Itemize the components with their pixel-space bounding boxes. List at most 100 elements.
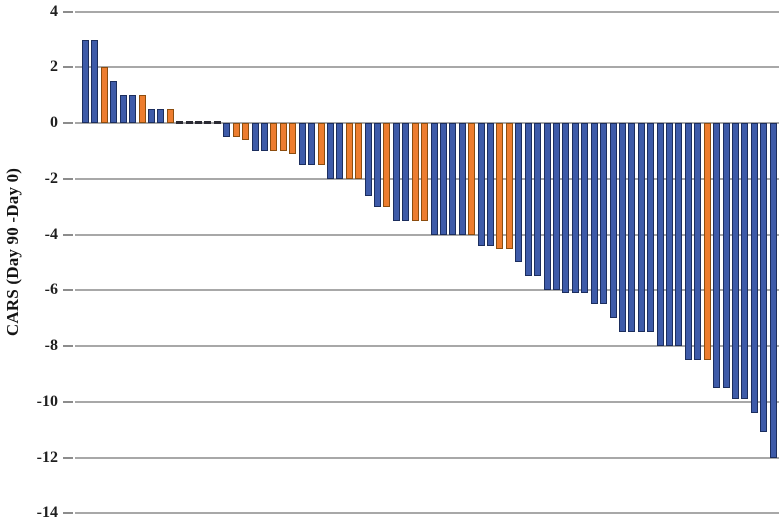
gridline: [75, 400, 779, 403]
y-axis-tick-label: 4: [50, 2, 58, 20]
bar: [82, 39, 89, 124]
bar: [449, 123, 457, 235]
bar: [430, 123, 438, 235]
bar: [129, 95, 137, 124]
gridline: [75, 345, 779, 348]
y-axis-tick-label: -14: [36, 504, 58, 522]
gridline: [75, 66, 779, 69]
gridline: [75, 289, 779, 292]
bar: [684, 123, 692, 361]
bar: [477, 123, 485, 246]
bar: [279, 123, 287, 152]
bar: [260, 123, 268, 152]
bar: [524, 123, 532, 277]
bar: [364, 123, 372, 196]
bar: [647, 123, 655, 333]
bar: [458, 123, 466, 235]
bar: [769, 123, 777, 458]
bar: [251, 123, 259, 152]
bar: [374, 123, 382, 207]
bar: [760, 123, 768, 433]
bar: [666, 123, 674, 347]
bar: [515, 123, 523, 263]
bar: [157, 109, 165, 124]
gridline: [75, 10, 779, 13]
bar: [317, 123, 325, 165]
bar: [421, 123, 429, 221]
bar: [176, 121, 184, 125]
y-axis-tick: [63, 456, 73, 459]
bar: [731, 123, 739, 400]
y-axis-tick: [63, 289, 73, 292]
gridline: [75, 456, 779, 459]
bar: [750, 123, 758, 413]
y-axis-tick-label: -6: [44, 281, 58, 299]
bar: [392, 123, 400, 221]
y-axis-tick-label: -10: [36, 392, 58, 410]
y-axis-title: CARS (Day 90 -Day 0): [3, 167, 22, 337]
bar: [91, 39, 99, 124]
bar: [204, 121, 212, 125]
y-axis-tick: [63, 10, 73, 13]
bar: [336, 123, 344, 179]
bar: [496, 123, 504, 249]
bar: [298, 123, 306, 165]
bar: [308, 123, 316, 165]
bar: [383, 123, 391, 207]
bar: [223, 123, 231, 138]
y-axis-tick: [63, 512, 73, 515]
bar: [590, 123, 598, 305]
bar: [722, 123, 730, 388]
bar: [487, 123, 495, 246]
bar: [439, 123, 447, 235]
bar: [600, 123, 608, 305]
bar: [562, 123, 570, 294]
bar: [213, 121, 221, 125]
bar: [345, 123, 353, 179]
bar: [147, 109, 155, 124]
y-axis-tick-label: 0: [50, 114, 58, 132]
bar: [185, 121, 193, 125]
gridline: [75, 233, 779, 236]
y-axis-tick-label: -4: [44, 225, 58, 243]
y-axis-tick-label: -2: [44, 169, 58, 187]
bar: [571, 123, 579, 294]
bar: [534, 123, 542, 277]
bar: [553, 123, 560, 291]
bar: [138, 95, 146, 124]
y-axis-tick: [63, 122, 73, 125]
bar: [703, 123, 711, 361]
bar: [411, 123, 419, 221]
bar: [195, 121, 203, 125]
bar: [402, 123, 410, 221]
bar: [675, 123, 683, 347]
bar: [694, 123, 702, 361]
bar: [543, 123, 551, 291]
y-axis-tick-label: 2: [50, 58, 58, 76]
bar: [468, 123, 476, 235]
bar: [505, 123, 513, 249]
bar: [637, 123, 645, 333]
bar: [741, 123, 749, 400]
bar: [628, 123, 636, 333]
bar: [270, 123, 278, 152]
y-axis-tick: [63, 66, 73, 69]
bar: [618, 123, 626, 333]
bar: [609, 123, 617, 319]
y-axis-tick-label: -8: [44, 337, 58, 355]
bar: [289, 123, 297, 154]
bar: [581, 123, 589, 294]
y-axis-tick: [63, 400, 73, 403]
bar: [119, 95, 127, 124]
bar: [326, 123, 334, 179]
bar: [355, 123, 363, 179]
bar: [656, 123, 664, 347]
bar: [713, 123, 721, 388]
y-axis-tick-label: -12: [36, 448, 58, 466]
bar: [100, 67, 108, 124]
bar: [232, 123, 240, 138]
bar: [110, 81, 118, 124]
bar: [242, 123, 250, 140]
y-axis-tick: [63, 177, 73, 180]
